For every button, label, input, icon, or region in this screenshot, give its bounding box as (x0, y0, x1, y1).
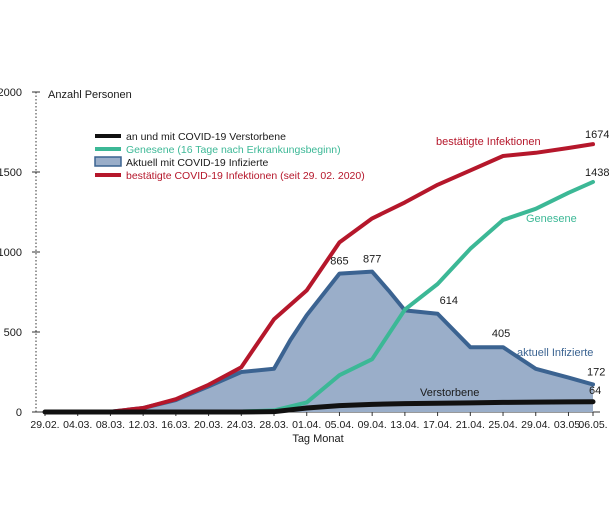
x-tick-label: 24.03. (227, 419, 256, 431)
x-tick-label: 12.03. (129, 419, 158, 431)
x-tick-label: 03.05. (554, 419, 583, 431)
x-tick-label: 08.03. (96, 419, 125, 431)
x-tick-label: 06.05. (578, 419, 607, 431)
value-label: 614 (440, 295, 458, 307)
value-label: 405 (492, 328, 510, 340)
confirmed-series-label: bestätigte Infektionen (436, 136, 541, 148)
y-tick-label: 0 (16, 407, 22, 419)
value-label: 172 (587, 366, 605, 378)
x-tick-label: 25.04. (488, 419, 517, 431)
x-axis-title: Tag Monat (292, 433, 343, 445)
legend: an und mit COVID-19 VerstorbeneGenesene … (94, 131, 365, 182)
recovered-series-label: Genesene (526, 213, 577, 225)
legend-swatch-active (94, 156, 122, 167)
y-axis-title: Anzahl Personen (48, 89, 132, 101)
labels-layer: 1674 1438 865 877 614 405 172 64 bestätigte Infe… (330, 129, 609, 399)
value-label: 1674 (585, 129, 609, 141)
value-label: 64 (589, 385, 601, 397)
x-tick-label: 28.03. (259, 419, 288, 431)
area-layer (45, 271, 593, 412)
active-infected-area (45, 271, 593, 412)
legend-label-recovered: Genesene (16 Tage nach Erkrankungsbeginn… (126, 144, 341, 156)
legend-label-confirmed: bestätigte COVID-19 Infektionen (seit 29… (126, 170, 365, 182)
lines-layer (42, 142, 596, 415)
x-tick-label: 13.04. (390, 419, 419, 431)
x-tick-label: 05.04. (325, 419, 354, 431)
legend-label-deaths: an und mit COVID-19 Verstorbene (126, 131, 286, 143)
x-tick-label: 29.02. (30, 419, 59, 431)
deaths-series-label: Verstorbene (420, 387, 479, 399)
axes: 0 500 1000 1500 2000 29.02. 04.03. 08.03. 12.03.… (0, 87, 608, 431)
x-tick-label: 29.04. (521, 419, 550, 431)
x-tick-label: 17.04. (423, 419, 452, 431)
value-label: 865 (330, 256, 348, 268)
x-tick-label: 16.03. (161, 419, 190, 431)
legend-label-active: Aktuell mit COVID-19 Infizierte (126, 157, 269, 169)
x-tick-label: 21.04. (456, 419, 485, 431)
x-tick-label: 09.04. (358, 419, 387, 431)
x-tick-label: 01.04. (292, 419, 321, 431)
deaths-line (42, 399, 596, 415)
y-tick-label: 2000 (0, 87, 22, 99)
y-tick-label: 1500 (0, 167, 22, 179)
confirmed-line (43, 142, 595, 414)
active-series-label: aktuell Infizierte (517, 347, 593, 359)
y-tick-label: 1000 (0, 247, 22, 259)
x-tick-label: 20.03. (194, 419, 223, 431)
value-label: 877 (363, 254, 381, 266)
value-label: 1438 (585, 167, 609, 179)
y-tick-label: 500 (4, 327, 22, 339)
x-tick-label: 04.03. (63, 419, 92, 431)
